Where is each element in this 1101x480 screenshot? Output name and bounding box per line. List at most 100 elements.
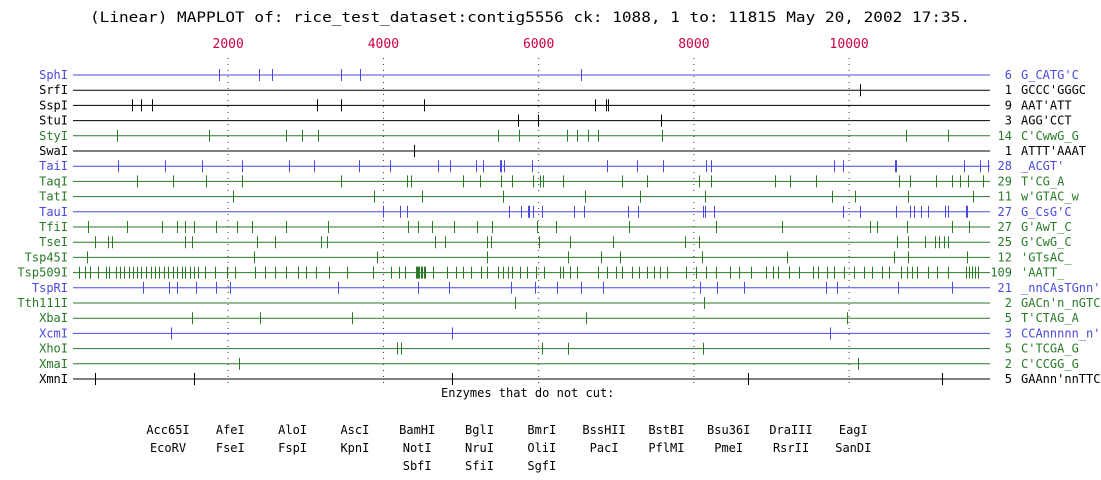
non-cutting-enzyme: SanDI xyxy=(835,441,871,455)
recognition-site: w'GTAC_w xyxy=(1021,190,1080,204)
map-title: (Linear) MAPPLOT of: rice_test_dataset:c… xyxy=(90,10,970,26)
enzyme-name: SwaI xyxy=(39,144,68,158)
recognition-site: _nnCAsTGnn' xyxy=(1021,281,1100,295)
enzyme-name: StyI xyxy=(39,129,68,143)
cut-count: 2 xyxy=(1005,357,1012,371)
enzyme-name: XbaI xyxy=(39,311,68,325)
non-cutting-enzyme: Acc65I xyxy=(146,423,189,437)
enzyme-row: TspRI 21 _nnCAsTGnn' xyxy=(32,281,1101,295)
enzyme-row: TaqI 29 T'CG_A xyxy=(39,174,1065,188)
non-cutting-enzyme: SbfI xyxy=(403,459,432,473)
non-cutting-enzyme: BamHI xyxy=(399,423,435,437)
recognition-site: ATTT'AAAT xyxy=(1021,144,1086,158)
non-cutting-enzyme: PflMI xyxy=(648,441,684,455)
non-cutting-enzyme: BmrI xyxy=(527,423,556,437)
cut-count: 29 xyxy=(998,174,1012,188)
enzyme-name: SspI xyxy=(39,98,68,112)
cut-count: 109 xyxy=(990,266,1012,280)
enzyme-name: StuI xyxy=(39,114,68,128)
scale-tick-label: 4000 xyxy=(368,37,399,52)
recognition-site: C'TCGA_G xyxy=(1021,342,1079,356)
non-cutting-enzyme: KpnI xyxy=(340,441,369,455)
enzyme-row: XmaI 2 C'CCGG_G xyxy=(39,357,1079,371)
recognition-site: G_CsG'C xyxy=(1021,205,1072,219)
recognition-site: AGG'CCT xyxy=(1021,114,1072,128)
enzyme-row: Tth111I 2 GACn'n_nGTC xyxy=(17,296,1100,310)
non-cutting-enzyme: BssHII xyxy=(582,423,625,437)
cut-count: 14 xyxy=(998,129,1012,143)
cut-count: 5 xyxy=(1005,342,1012,356)
enzyme-row: TseI 25 G'CwG_C xyxy=(39,235,1071,249)
scale-tick-label: 8000 xyxy=(678,37,709,52)
non-cutting-enzyme: PacI xyxy=(590,441,619,455)
enzyme-name: SrfI xyxy=(39,83,68,97)
enzyme-name: TaqI xyxy=(39,174,68,188)
recognition-site: AAT'ATT xyxy=(1021,98,1072,112)
enzyme-row: SrfI 1 GCCC'GGGC xyxy=(39,83,1086,97)
non-cutting-enzyme: FspI xyxy=(278,441,307,455)
cut-count: 21 xyxy=(998,281,1012,295)
recognition-site: 'GTsAC_ xyxy=(1021,250,1072,264)
non-cutting-enzyme: BglI xyxy=(465,423,494,437)
non-cutting-enzyme: OliI xyxy=(527,441,556,455)
cut-count: 5 xyxy=(1005,311,1012,325)
recognition-site: C'CwwG_G xyxy=(1021,129,1079,143)
cut-count: 6 xyxy=(1005,68,1012,82)
non-cutting-enzyme: AscI xyxy=(340,423,369,437)
cut-count: 25 xyxy=(998,235,1012,249)
enzyme-name: TseI xyxy=(39,235,68,249)
enzyme-name: Tth111I xyxy=(17,296,68,310)
cut-count: 27 xyxy=(998,220,1012,234)
enzyme-row: Tsp509I 109 'AATT_ xyxy=(17,266,1065,280)
cut-count: 11 xyxy=(998,190,1012,204)
scale-tick-label: 10000 xyxy=(830,37,869,52)
non-cutting-enzyme: AfeI xyxy=(216,423,245,437)
non-cutting-enzyme: FseI xyxy=(216,441,245,455)
enzyme-row: StyI 14 C'CwwG_G xyxy=(39,129,1079,143)
cut-count: 3 xyxy=(1005,114,1012,128)
enzyme-row: TaiI 28 _ACGT' xyxy=(39,159,1064,173)
scale-axis: 2000 4000 6000 8000 10000 xyxy=(213,37,869,52)
enzyme-row: SphI 6 G_CATG'C xyxy=(39,68,1079,82)
recognition-site: GACn'n_nGTC xyxy=(1021,296,1100,310)
non-cutting-enzyme: AloI xyxy=(278,423,307,437)
enzyme-row: XbaI 5 T'CTAG_A xyxy=(39,311,1079,325)
recognition-site: GAAnn'nnTTC xyxy=(1021,372,1100,386)
enzyme-name: XhoI xyxy=(39,342,68,356)
enzyme-name: TatI xyxy=(39,190,68,204)
cut-count: 1 xyxy=(1005,144,1012,158)
enzyme-name: Tsp509I xyxy=(17,266,68,280)
enzyme-name: Tsp45I xyxy=(25,250,68,264)
enzyme-name: XmnI xyxy=(39,372,68,386)
recognition-site: T'CG_A xyxy=(1021,174,1065,188)
no-cut-list: Acc65I EcoRV AfeI FseI AloI FspI AscI KpnI BamHI… xyxy=(146,423,871,473)
recognition-site: CCAnnnnn_n'nnnnTGG xyxy=(1021,326,1101,340)
recognition-site: GCCC'GGGC xyxy=(1021,83,1086,97)
non-cutting-enzyme: RsrII xyxy=(773,441,809,455)
enzyme-name: TauI xyxy=(39,205,68,219)
enzyme-name: TfiI xyxy=(39,220,68,234)
non-cutting-enzyme: Bsu36I xyxy=(707,423,750,437)
non-cutting-enzyme: NotI xyxy=(403,441,432,455)
cut-count: 27 xyxy=(998,205,1012,219)
recognition-site: C'CCGG_G xyxy=(1021,357,1079,371)
recognition-site: G_CATG'C xyxy=(1021,68,1079,82)
scale-tick-label: 2000 xyxy=(213,37,244,52)
scale-tick-label: 6000 xyxy=(523,37,554,52)
enzyme-row: XmnI 5 GAAnn'nnTTC xyxy=(39,372,1100,386)
enzyme-row: TauI 27 G_CsG'C xyxy=(39,205,1071,219)
non-cutting-enzyme: PmeI xyxy=(714,441,743,455)
enzyme-name: XmaI xyxy=(39,357,68,371)
cut-count: 2 xyxy=(1005,296,1012,310)
enzyme-row: StuI 3 AGG'CCT xyxy=(39,114,1071,128)
enzyme-row: XhoI 5 C'TCGA_G xyxy=(39,342,1079,356)
no-cut-heading: Enzymes that do not cut: xyxy=(441,386,614,400)
enzyme-name: TaiI xyxy=(39,159,68,173)
non-cutting-enzyme: BstBI xyxy=(648,423,684,437)
cut-count: 1 xyxy=(1005,83,1012,97)
enzyme-row: TatI 11 w'GTAC_w xyxy=(39,190,1079,204)
non-cutting-enzyme: DraIII xyxy=(769,423,812,437)
non-cutting-enzyme: SgfI xyxy=(527,459,556,473)
enzyme-name: TspRI xyxy=(32,281,68,295)
